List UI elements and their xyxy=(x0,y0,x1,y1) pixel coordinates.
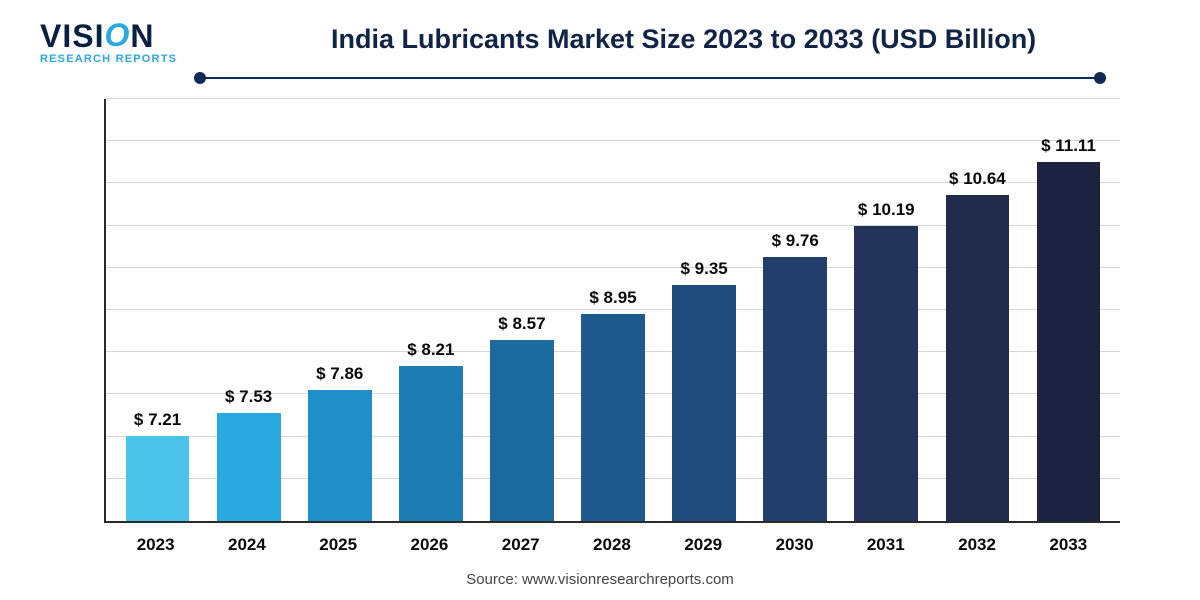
bar xyxy=(126,436,190,521)
bar-slot: $ 9.35 xyxy=(659,99,750,521)
x-axis-label: 2029 xyxy=(658,535,749,555)
bar-slot: $ 10.19 xyxy=(841,99,932,521)
title-rule xyxy=(200,71,1100,85)
bar xyxy=(399,366,463,521)
logo-text-pre: VISI xyxy=(40,20,104,52)
chart-title: India Lubricants Market Size 2023 to 203… xyxy=(207,18,1160,55)
logo-text-post: N xyxy=(130,20,154,52)
bar-value-label: $ 10.19 xyxy=(858,200,915,220)
bar xyxy=(946,195,1010,521)
bar-value-label: $ 7.86 xyxy=(316,364,363,384)
bar-slot: $ 7.86 xyxy=(294,99,385,521)
bar xyxy=(854,226,918,521)
chart-area: $ 7.21 $ 7.53 $ 7.86 $ 8.21 $ 8.57 $ 8.95 $ 9.… xyxy=(80,89,1130,565)
x-axis-label: 2024 xyxy=(201,535,292,555)
bar-slot: $ 11.11 xyxy=(1023,99,1114,521)
bar-value-label: $ 8.57 xyxy=(498,314,545,334)
bar-slot: $ 8.57 xyxy=(476,99,567,521)
brand-logo: VISION RESEARCH REPORTS xyxy=(40,18,177,65)
bar-slot: $ 9.76 xyxy=(750,99,841,521)
bar-value-label: $ 8.95 xyxy=(589,288,636,308)
x-axis-label: 2033 xyxy=(1023,535,1114,555)
x-axis-label: 2028 xyxy=(566,535,657,555)
bar xyxy=(763,257,827,521)
bar-slot: $ 7.21 xyxy=(112,99,203,521)
x-axis-label: 2023 xyxy=(110,535,201,555)
bar-value-label: $ 7.21 xyxy=(134,410,181,430)
bar-slot: $ 7.53 xyxy=(203,99,294,521)
bar-value-label: $ 8.21 xyxy=(407,340,454,360)
x-axis-label: 2026 xyxy=(384,535,475,555)
source-caption: Source: www.visionresearchreports.com xyxy=(40,565,1160,590)
header-row: VISION RESEARCH REPORTS India Lubricants… xyxy=(40,18,1160,65)
logo-subtitle: RESEARCH REPORTS xyxy=(40,54,177,65)
bar xyxy=(672,285,736,521)
rule-dot-right-icon xyxy=(1094,72,1106,84)
bar-value-label: $ 9.76 xyxy=(772,231,819,251)
x-axis-label: 2031 xyxy=(840,535,931,555)
plot-region: $ 7.21 $ 7.53 $ 7.86 $ 8.21 $ 8.57 $ 8.95 $ 9.… xyxy=(104,99,1120,523)
bar xyxy=(490,340,554,521)
bar-value-label: $ 11.11 xyxy=(1041,136,1096,156)
x-axis-label: 2027 xyxy=(475,535,566,555)
logo-main: VISION xyxy=(40,20,154,52)
rule-line xyxy=(200,77,1100,79)
bar xyxy=(1037,162,1101,521)
bars-group: $ 7.21 $ 7.53 $ 7.86 $ 8.21 $ 8.57 $ 8.95 $ 9.… xyxy=(106,99,1120,521)
chart-container: VISION RESEARCH REPORTS India Lubricants… xyxy=(0,0,1200,600)
bar xyxy=(308,390,372,521)
bar-value-label: $ 9.35 xyxy=(680,259,727,279)
bar-value-label: $ 10.64 xyxy=(949,169,1006,189)
rule-dot-left-icon xyxy=(194,72,206,84)
bar xyxy=(217,413,281,521)
bar-slot: $ 10.64 xyxy=(932,99,1023,521)
bar-value-label: $ 7.53 xyxy=(225,387,272,407)
x-axis-label: 2032 xyxy=(931,535,1022,555)
logo-swoosh-icon: O xyxy=(104,19,130,51)
x-axis-labels: 2023202420252026202720282029203020312032… xyxy=(104,535,1120,555)
x-axis-label: 2025 xyxy=(293,535,384,555)
x-axis-label: 2030 xyxy=(749,535,840,555)
bar-slot: $ 8.21 xyxy=(385,99,476,521)
bar-slot: $ 8.95 xyxy=(567,99,658,521)
bar xyxy=(581,314,645,521)
